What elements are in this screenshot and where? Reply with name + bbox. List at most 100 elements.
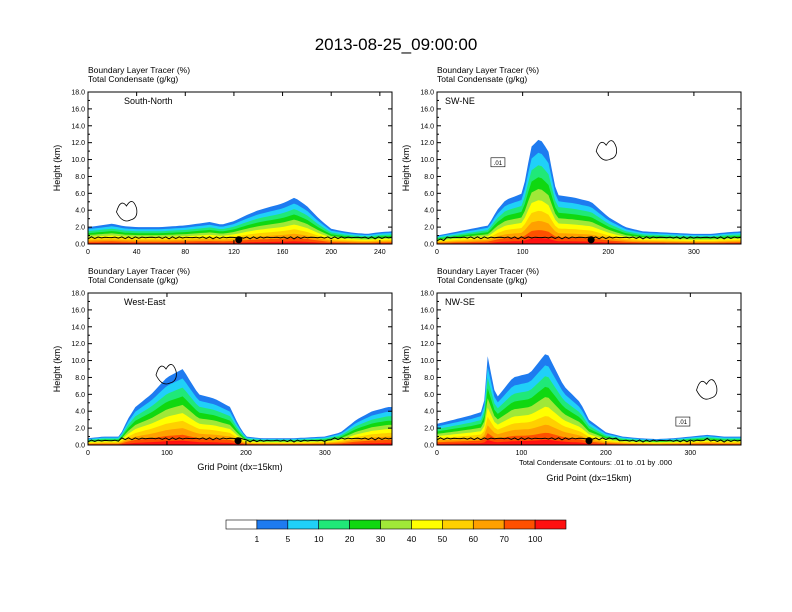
y-axis-label: Height (km): [52, 346, 62, 393]
chart-panel-3: Boundary Layer Tracer (%)Total Condensat…: [52, 266, 393, 472]
y-tick-label: 10.0: [420, 157, 434, 164]
y-tick-label: 6.0: [75, 191, 85, 198]
x-tick-label: 300: [688, 249, 700, 256]
plot-area: [88, 197, 392, 244]
colorbar-swatch: [411, 519, 443, 530]
panels: Boundary Layer Tracer (%)Total Condensat…: [52, 65, 742, 483]
y-axis-label: Height (km): [52, 145, 62, 192]
colorbar-swatch: [503, 519, 536, 530]
y-tick-label: 18.0: [420, 291, 434, 298]
y-tick-label: 10.0: [420, 358, 434, 365]
colorbar-label: 1: [255, 534, 260, 544]
y-tick-label: 12.0: [71, 140, 85, 147]
y-tick-label: 18.0: [420, 90, 434, 97]
colorbar-label: 50: [438, 534, 448, 544]
x-tick-label: 0: [86, 450, 90, 457]
y-tick-label: 0.0: [424, 443, 434, 450]
contour-label-box: [490, 157, 506, 168]
chart-panel-2: Boundary Layer Tracer (%)Total Condensat…: [401, 65, 742, 256]
y-tick-label: 12.0: [71, 341, 85, 348]
y-tick-label: 6.0: [424, 191, 434, 198]
colorbar-label: 60: [469, 534, 479, 544]
x-axis-label: Grid Point (dx=15km): [197, 462, 282, 472]
y-axis-label: Height (km): [401, 145, 411, 192]
location-marker: [235, 236, 243, 244]
location-marker: [234, 437, 242, 445]
contour-label-box: [675, 416, 691, 427]
x-axis-label: Grid Point (dx=15km): [546, 473, 631, 483]
colorbar-label: 40: [407, 534, 417, 544]
figure-title: 2013-08-25_09:00:00: [315, 35, 478, 54]
y-tick-label: 10.0: [71, 358, 85, 365]
x-tick-label: 0: [86, 249, 90, 256]
y-tick-label: 2.0: [424, 426, 434, 433]
contour-label: .01: [679, 420, 688, 426]
y-tick-label: 14.0: [420, 123, 434, 130]
panel-header-line: Total Condensate (g/kg): [88, 74, 178, 84]
colorbar-swatch: [256, 519, 289, 530]
panel-label: West-East: [124, 297, 166, 307]
x-tick-label: 100: [516, 450, 528, 457]
y-tick-label: 10.0: [71, 157, 85, 164]
colorbar-swatch: [225, 519, 258, 530]
y-axis-label: Height (km): [401, 346, 411, 393]
plot-area: [88, 364, 392, 445]
y-tick-label: 4.0: [424, 208, 434, 215]
y-tick-label: 14.0: [71, 324, 85, 331]
y-tick-label: 0.0: [75, 443, 85, 450]
x-tick-label: 200: [602, 249, 614, 256]
condensate-contour: [696, 379, 718, 400]
x-tick-label: 300: [684, 450, 696, 457]
contour-label: .01: [494, 161, 503, 167]
panel-label: SW-NE: [445, 96, 475, 106]
x-tick-label: 80: [181, 249, 189, 256]
x-tick-label: 100: [161, 450, 173, 457]
colorbar: 1 5 10 20 30 40 50 60 70 100: [225, 519, 567, 544]
y-tick-label: 16.0: [420, 106, 434, 113]
panel-header-line: Total Condensate (g/kg): [437, 275, 527, 285]
tracer-band-9: [437, 230, 741, 244]
colorbar-label: 70: [499, 534, 509, 544]
condensate-contour: [116, 201, 138, 222]
x-tick-label: 0: [435, 450, 439, 457]
colorbar-swatch: [349, 519, 381, 530]
x-tick-label: 40: [133, 249, 141, 256]
colorbar-label: 100: [528, 534, 542, 544]
x-tick-label: 200: [600, 450, 612, 457]
y-tick-label: 2.0: [75, 225, 85, 232]
y-tick-label: 12.0: [420, 341, 434, 348]
y-tick-label: 6.0: [75, 392, 85, 399]
y-tick-label: 8.0: [424, 375, 434, 382]
panel-header-line: Total Condensate (g/kg): [437, 74, 527, 84]
panel-label: NW-SE: [445, 297, 475, 307]
y-tick-label: 8.0: [424, 174, 434, 181]
panel-header-line: Boundary Layer Tracer (%): [88, 65, 190, 75]
y-tick-label: 4.0: [75, 208, 85, 215]
x-tick-label: 300: [319, 450, 331, 457]
contour-note: Total Condensate Contours: .01 to .01 by…: [519, 458, 672, 467]
y-tick-label: 2.0: [75, 426, 85, 433]
condensate-contour: [595, 140, 617, 161]
chart-panel-1: Boundary Layer Tracer (%)Total Condensat…: [52, 65, 393, 256]
x-tick-label: 200: [240, 450, 252, 457]
location-marker: [587, 236, 595, 244]
y-tick-label: 0.0: [75, 242, 85, 249]
panel-header-line: Boundary Layer Tracer (%): [437, 65, 539, 75]
colorbar-label: 30: [376, 534, 386, 544]
colorbar-swatch: [442, 519, 474, 530]
colorbar-swatch: [472, 519, 505, 530]
condensate-contour: [155, 364, 177, 385]
y-tick-label: 18.0: [71, 291, 85, 298]
panel-header-line: Boundary Layer Tracer (%): [88, 266, 190, 276]
location-marker: [585, 437, 593, 445]
colorbar-swatch: [534, 519, 567, 530]
y-tick-label: 16.0: [420, 307, 434, 314]
panel-header-line: Total Condensate (g/kg): [88, 275, 178, 285]
y-tick-label: 0.0: [424, 242, 434, 249]
y-tick-label: 4.0: [424, 409, 434, 416]
y-tick-label: 12.0: [420, 140, 434, 147]
plot-area: [437, 354, 741, 445]
x-tick-label: 240: [374, 249, 386, 256]
